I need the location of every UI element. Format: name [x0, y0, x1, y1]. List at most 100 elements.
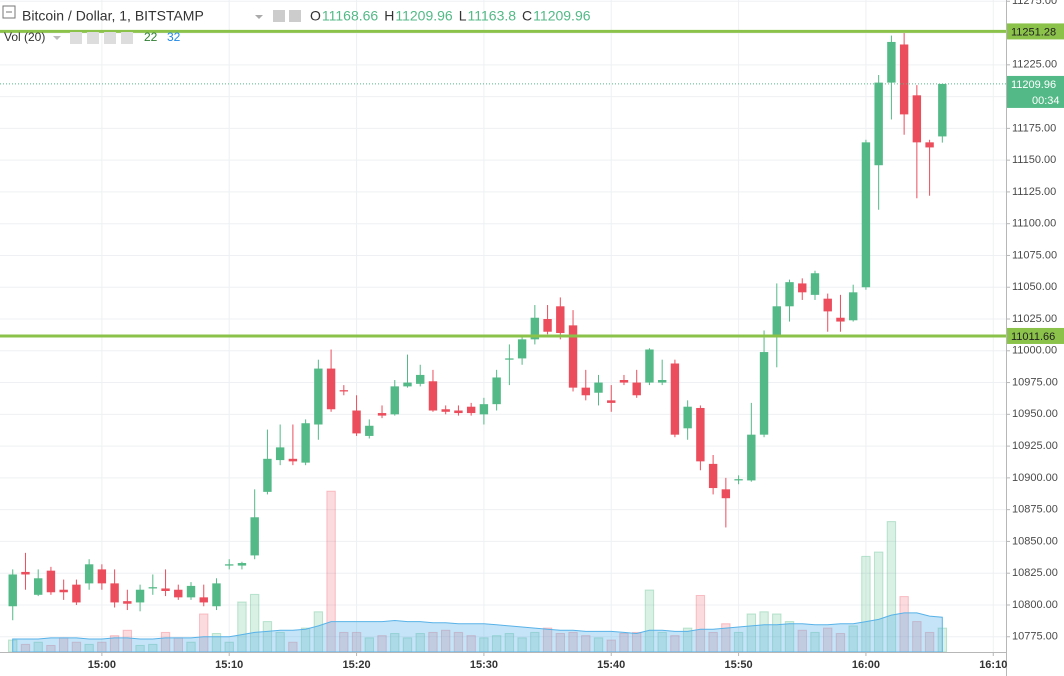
candle-body [352, 410, 361, 434]
candle-body [250, 517, 259, 556]
volume-ma-area [12, 612, 943, 653]
symbol-title[interactable]: Bitcoin / Dollar, 1, BITSTAMP [22, 8, 204, 24]
y-tick-label: 11125.00 [1012, 186, 1056, 198]
price-label: 11251.28 [1011, 26, 1056, 38]
candle-body [798, 283, 807, 293]
candle-body [670, 363, 680, 435]
candle-body [556, 306, 565, 333]
y-tick-label: 10775.00 [1012, 631, 1058, 643]
candle-body [84, 564, 94, 584]
add-icon[interactable] [104, 32, 116, 44]
y-tick-label: 10800.00 [1012, 599, 1058, 611]
candle-body [186, 585, 196, 598]
y-tick-label: 11025.00 [1012, 313, 1057, 325]
candle-body [683, 406, 692, 429]
ohlc-value: 11168.66 [322, 8, 379, 24]
candle-body [212, 583, 221, 607]
plot [0, 29, 1006, 653]
ohlc-letter: H [384, 8, 394, 24]
candle-body [912, 95, 922, 143]
x-tick-label: 15:20 [342, 659, 370, 671]
candle-body [377, 413, 387, 416]
candle-body [466, 406, 476, 414]
candle-body [861, 142, 871, 288]
close-icon[interactable] [289, 10, 301, 22]
candle-body [21, 571, 30, 575]
candle-body [123, 601, 132, 604]
candle-body [148, 587, 158, 589]
y-tick-label: 10900.00 [1012, 472, 1058, 484]
y-tick-label: 10950.00 [1012, 408, 1058, 420]
x-tick-label: 15:40 [597, 659, 625, 671]
volume-title[interactable]: Vol (20) [4, 30, 45, 44]
y-tick-label: 11100.00 [1012, 218, 1056, 230]
candle-body [645, 349, 654, 383]
candle-body [263, 458, 272, 492]
candle-body [72, 584, 81, 603]
candle-body [581, 387, 590, 396]
candle-body [632, 382, 641, 396]
candle-body [454, 410, 463, 414]
candle-body [390, 386, 399, 415]
candle-body [492, 377, 501, 405]
candle-body [479, 404, 489, 415]
candle-body [938, 83, 947, 137]
candle-body [403, 382, 412, 387]
x-tick-label: 15:00 [88, 659, 116, 671]
settings-icon[interactable] [87, 32, 99, 44]
candle-body [517, 339, 527, 359]
ohlc-letter: L [459, 8, 467, 24]
candle-body [619, 380, 629, 383]
candle-body [275, 447, 285, 461]
dropdown-icon[interactable] [255, 15, 263, 19]
eye-icon[interactable] [70, 32, 82, 44]
candle-body [135, 589, 145, 603]
candle-body [8, 574, 17, 607]
y-tick-label: 10850.00 [1012, 535, 1058, 547]
candle-body [810, 273, 820, 295]
price-label-box [1007, 23, 1064, 40]
ohlc-letter: O [310, 8, 321, 24]
candle-body [428, 381, 438, 411]
grid [0, 0, 1006, 652]
candle-body [161, 588, 170, 591]
y-tick-label: 11075.00 [1012, 249, 1057, 261]
axis: 10775.00 10800.00 10825.00 10850.00 10875.00… [88, 0, 1064, 671]
y-tick-label: 11000.00 [1012, 345, 1057, 357]
candle-body [708, 463, 718, 489]
candle-body [925, 142, 934, 148]
candle-body [696, 407, 705, 462]
candle-body [225, 564, 234, 566]
close-icon[interactable] [121, 32, 133, 44]
y-tick-label: 10925.00 [1012, 440, 1058, 452]
countdown: 00:34 [1032, 95, 1060, 107]
candle-body [46, 570, 56, 593]
dropdown-icon[interactable] [53, 36, 61, 40]
candle-body [237, 563, 247, 566]
candle-body [416, 374, 425, 384]
candle-body [543, 319, 552, 332]
ohlc-value: 11163.8 [468, 8, 517, 24]
settings-icon[interactable] [273, 10, 285, 22]
candle-body [594, 382, 603, 393]
x-tick-label: 15:10 [215, 659, 243, 671]
candle-body [759, 352, 769, 435]
ohlc-value: 11209.96 [533, 8, 591, 24]
candle-body [34, 578, 43, 595]
ohlc-letter: C [522, 8, 532, 24]
last-price-box [1007, 75, 1064, 108]
x-tick-label: 15:30 [470, 659, 498, 671]
candle-body [110, 583, 119, 603]
candle-body [339, 390, 349, 392]
candle-body [97, 569, 107, 584]
collapse-icon[interactable] [2, 5, 16, 19]
candle-body [288, 458, 298, 462]
candle-body [441, 409, 450, 412]
candle-body [568, 325, 578, 388]
x-tick-label: 15:50 [725, 659, 753, 671]
candle-body [505, 358, 514, 360]
candle-body [772, 306, 781, 337]
last-price-label: 11209.96 [1011, 79, 1056, 91]
y-tick-label: 10875.00 [1012, 504, 1058, 516]
